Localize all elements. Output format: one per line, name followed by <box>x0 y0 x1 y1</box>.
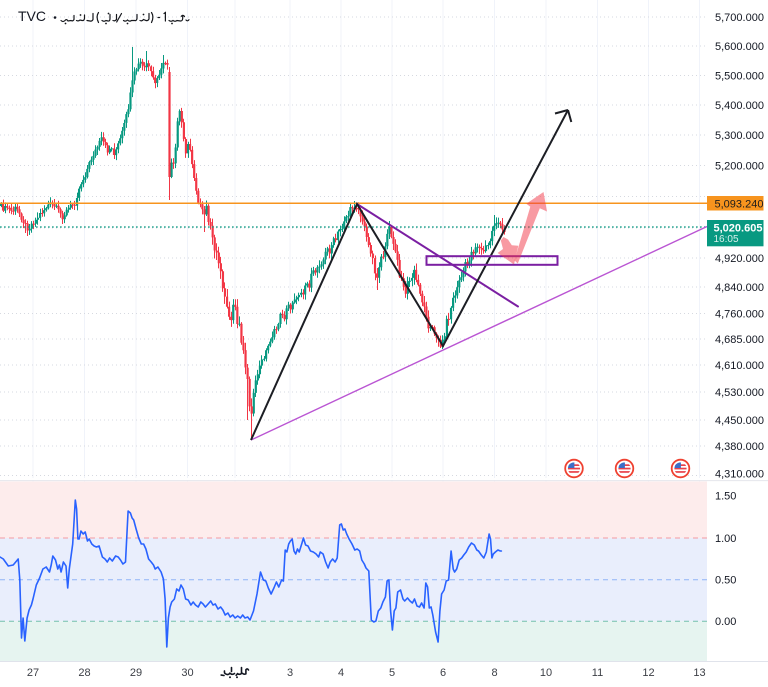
svg-text:5,400.000: 5,400.000 <box>715 100 764 112</box>
svg-text:4,610.000: 4,610.000 <box>715 360 764 372</box>
svg-text:27: 27 <box>27 667 39 679</box>
svg-text:6: 6 <box>440 667 446 679</box>
svg-text:5,200.000: 5,200.000 <box>715 160 764 172</box>
svg-text:4,450.000: 4,450.000 <box>715 415 764 427</box>
svg-text:5,500.000: 5,500.000 <box>715 70 764 82</box>
svg-text:3: 3 <box>287 667 293 679</box>
svg-text:4,840.000: 4,840.000 <box>715 282 764 294</box>
svg-text:5,020.605: 5,020.605 <box>714 223 763 235</box>
svg-text:28: 28 <box>78 667 90 679</box>
svg-text:8: 8 <box>491 667 497 679</box>
svg-text:0.50: 0.50 <box>715 575 736 587</box>
svg-text:16:05: 16:05 <box>714 234 739 245</box>
svg-text:4,310.000: 4,310.000 <box>715 468 764 480</box>
svg-text:29: 29 <box>130 667 142 679</box>
svg-text:4,920.000: 4,920.000 <box>715 253 764 265</box>
svg-text:1.00: 1.00 <box>715 533 736 545</box>
svg-text:4,530.000: 4,530.000 <box>715 387 764 399</box>
svg-text:13: 13 <box>693 667 705 679</box>
svg-text:5: 5 <box>389 667 395 679</box>
svg-text:5,600.000: 5,600.000 <box>715 41 764 53</box>
svg-text:5,300.000: 5,300.000 <box>715 130 764 142</box>
svg-text:30: 30 <box>181 667 193 679</box>
svg-text:4,380.000: 4,380.000 <box>715 441 764 453</box>
svg-text:4,760.000: 4,760.000 <box>715 308 764 320</box>
svg-text:5,700.000: 5,700.000 <box>715 12 764 24</box>
svg-text:0.00: 0.00 <box>715 616 736 628</box>
svg-text:4,685.000: 4,685.000 <box>715 334 764 346</box>
svg-text:4: 4 <box>338 667 344 679</box>
svg-text:1.50: 1.50 <box>715 490 736 502</box>
svg-text:12: 12 <box>642 667 654 679</box>
svg-text:TVC: TVC <box>18 8 46 24</box>
svg-text:10: 10 <box>540 667 552 679</box>
svg-text:11: 11 <box>592 667 603 679</box>
svg-text:5,093.240: 5,093.240 <box>715 198 764 210</box>
